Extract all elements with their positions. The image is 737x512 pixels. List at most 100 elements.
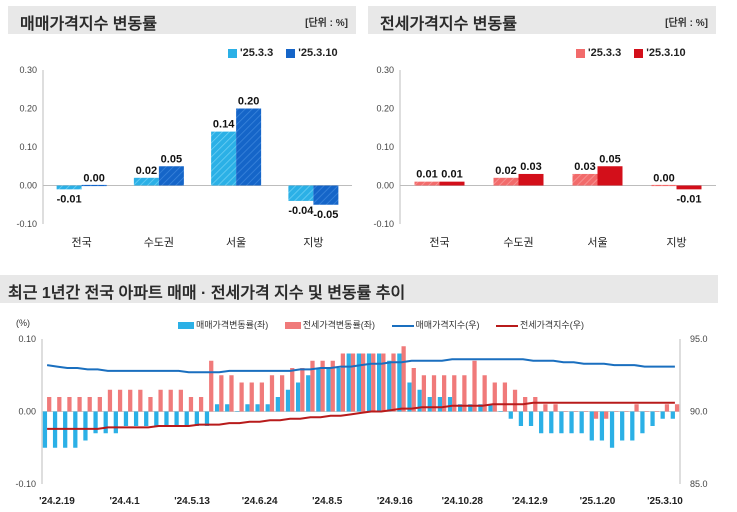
trend-left-axis-unit: (%) <box>16 318 30 328</box>
jeonse-change-value-label: 0.03 <box>520 161 541 173</box>
trend-bar-sale-rate <box>630 411 635 441</box>
sale-change-value-label: -0.05 <box>313 209 338 221</box>
trend-bar-sale-rate <box>528 411 534 426</box>
trend-legend-label-jeonse-index: 전세가격지수(우) <box>520 320 584 330</box>
trend-bar-sale-rate <box>437 397 443 412</box>
trend-bar-jeonse-rate <box>320 360 325 412</box>
trend-bar-jeonse-rate <box>482 375 487 412</box>
trend-bar-jeonse-rate <box>442 375 447 412</box>
trend-x-tick-label: '24.8.5 <box>312 496 343 507</box>
trend-legend-item-sale-index: 매매가격지수(우) <box>391 320 480 330</box>
trend-line-sale-index <box>46 358 675 374</box>
jeonse-change-panel: 전세가격지수 변동률 [단위 : %] '25.3.3 '25.3.10 0.3… <box>366 0 737 265</box>
sale-change-header: 매매가격지수 변동률 [단위 : %] <box>8 6 356 34</box>
sale-change-bar-0303 <box>288 185 314 201</box>
trend-bar-jeonse-rate <box>381 353 386 412</box>
trend-bar-sale-rate <box>316 368 321 412</box>
trend-bar-jeonse-rate <box>604 411 609 419</box>
jeonse-change-ytick-label: 0.20 <box>376 104 394 114</box>
trend-bar-jeonse-rate <box>533 397 538 412</box>
trend-x-tick-label: '24.9.16 <box>377 496 413 507</box>
trend-bar-jeonse-rate <box>340 353 345 412</box>
sale-change-ytick-label: -0.10 <box>16 219 37 229</box>
trend-bar-jeonse-rate <box>431 375 437 412</box>
sale-change-ytick-label: 0.30 <box>19 65 37 75</box>
jeonse-change-category-label: 전국 <box>429 236 449 249</box>
trend-bar-jeonse-rate <box>117 389 123 412</box>
trend-bar-sale-rate <box>42 411 48 448</box>
trend-bar-jeonse-rate <box>330 360 335 412</box>
trend-bar-jeonse-rate <box>563 411 568 412</box>
sale-change-category-label: 수도권 <box>144 236 174 249</box>
jeonse-change-value-label: 0.01 <box>441 169 462 181</box>
legend-label-0303: '25.3.3 <box>588 47 622 59</box>
trend-bar-jeonse-rate <box>573 411 578 412</box>
jeonse-change-unit: [단위 : %] <box>665 18 708 29</box>
trend-bar-sale-rate <box>245 404 250 412</box>
trend-bar-sale-rate <box>346 353 351 412</box>
jeonse-change-value-label: 0.00 <box>653 173 674 185</box>
trend-bar-sale-rate <box>336 368 341 412</box>
jeonse-change-legend: '25.3.3 '25.3.10 <box>566 47 686 59</box>
trend-bar-sale-rate <box>660 411 665 419</box>
jeonse-change-category-label: 지방 <box>666 236 686 249</box>
sale-change-value-label: 0.02 <box>136 165 157 177</box>
legend-label-0303: '25.3.3 <box>240 47 274 59</box>
trend-bar-jeonse-rate <box>300 368 305 412</box>
trend-bar-jeonse-rate <box>371 353 376 412</box>
trend-x-tick-label: '25.1.20 <box>580 496 616 507</box>
trend-bar-jeonse-rate <box>674 404 680 412</box>
trend-left-tick-label: 0.00 <box>18 407 36 417</box>
trend-x-tick-label: '24.12.9 <box>512 496 548 507</box>
legend-item-0310: '25.3.10 <box>634 47 686 59</box>
trend-bar-sale-rate <box>194 411 199 426</box>
sale-change-unit: [단위 : %] <box>305 18 348 29</box>
jeonse-change-value-label: -0.01 <box>676 193 701 205</box>
trend-bar-jeonse-rate <box>411 368 416 412</box>
trend-bar-jeonse-rate <box>644 411 649 412</box>
sale-change-bar-0310 <box>236 108 262 186</box>
trend-bar-sale-rate <box>103 411 108 434</box>
legend-swatch-0310 <box>286 48 296 58</box>
trend-bar-sale-rate <box>417 389 422 412</box>
trend-bar-sale-rate <box>387 360 392 412</box>
sale-change-ytick-label: 0.00 <box>19 181 37 191</box>
trend-bar-jeonse-rate <box>310 360 315 412</box>
trend-bar-sale-rate <box>255 404 260 412</box>
trend-left-tick-label: 0.10 <box>18 334 36 344</box>
trend-bar-jeonse-rate <box>198 397 204 412</box>
trend-x-tick-label: '24.4.1 <box>109 496 140 507</box>
sale-change-title: 매매가격지수 변동률 <box>20 16 157 33</box>
trend-legend-item-sale-rate: 매매가격변동률(좌) <box>178 320 268 330</box>
trend-legend-label-sale-index: 매매가격지수(우) <box>415 320 480 330</box>
trend-bar-sale-rate <box>275 397 280 412</box>
trend-header: 최근 1년간 전국 아파트 매매 · 전세가격 지수 및 변동률 추이 <box>0 275 718 303</box>
jeonse-change-bar-0303 <box>572 173 598 186</box>
trend-bar-sale-rate <box>295 382 301 412</box>
trend-bar-sale-rate <box>579 411 584 434</box>
trend-bar-jeonse-rate <box>391 353 396 412</box>
jeonse-change-bar-0303 <box>493 177 519 186</box>
trend-bar-jeonse-rate <box>654 411 659 412</box>
trend-bar-jeonse-rate <box>624 411 629 412</box>
trend-legend-line-jeonse-index <box>496 324 519 327</box>
trend-line-jeonse-index <box>47 401 675 430</box>
trend-bar-sale-rate <box>670 411 675 419</box>
trend-bar-sale-rate <box>225 404 230 412</box>
trend-legend-label-sale-rate: 매매가격변동률(좌) <box>196 320 269 330</box>
trend-bar-sale-rate <box>539 411 544 434</box>
jeonse-change-ytick-label: 0.10 <box>376 142 394 152</box>
trend-bar-jeonse-rate <box>634 404 639 412</box>
sale-change-chart: 0.300.200.100.00-0.10전국-0.010.00수도권0.020… <box>16 65 352 249</box>
trend-bar-sale-rate <box>488 404 493 412</box>
trend-bar-jeonse-rate <box>239 382 244 412</box>
trend-bar-sale-rate <box>144 411 149 426</box>
trend-bar-sale-rate <box>204 411 210 426</box>
trend-bar-sale-rate <box>407 382 412 412</box>
trend-bar-sale-rate <box>468 404 473 412</box>
trend-bar-jeonse-rate <box>472 360 477 412</box>
trend-bar-sale-rate <box>184 411 189 426</box>
trend-bar-sale-rate <box>326 368 331 412</box>
trend-bar-jeonse-rate <box>512 389 518 412</box>
trend-bar-jeonse-rate <box>209 360 214 412</box>
